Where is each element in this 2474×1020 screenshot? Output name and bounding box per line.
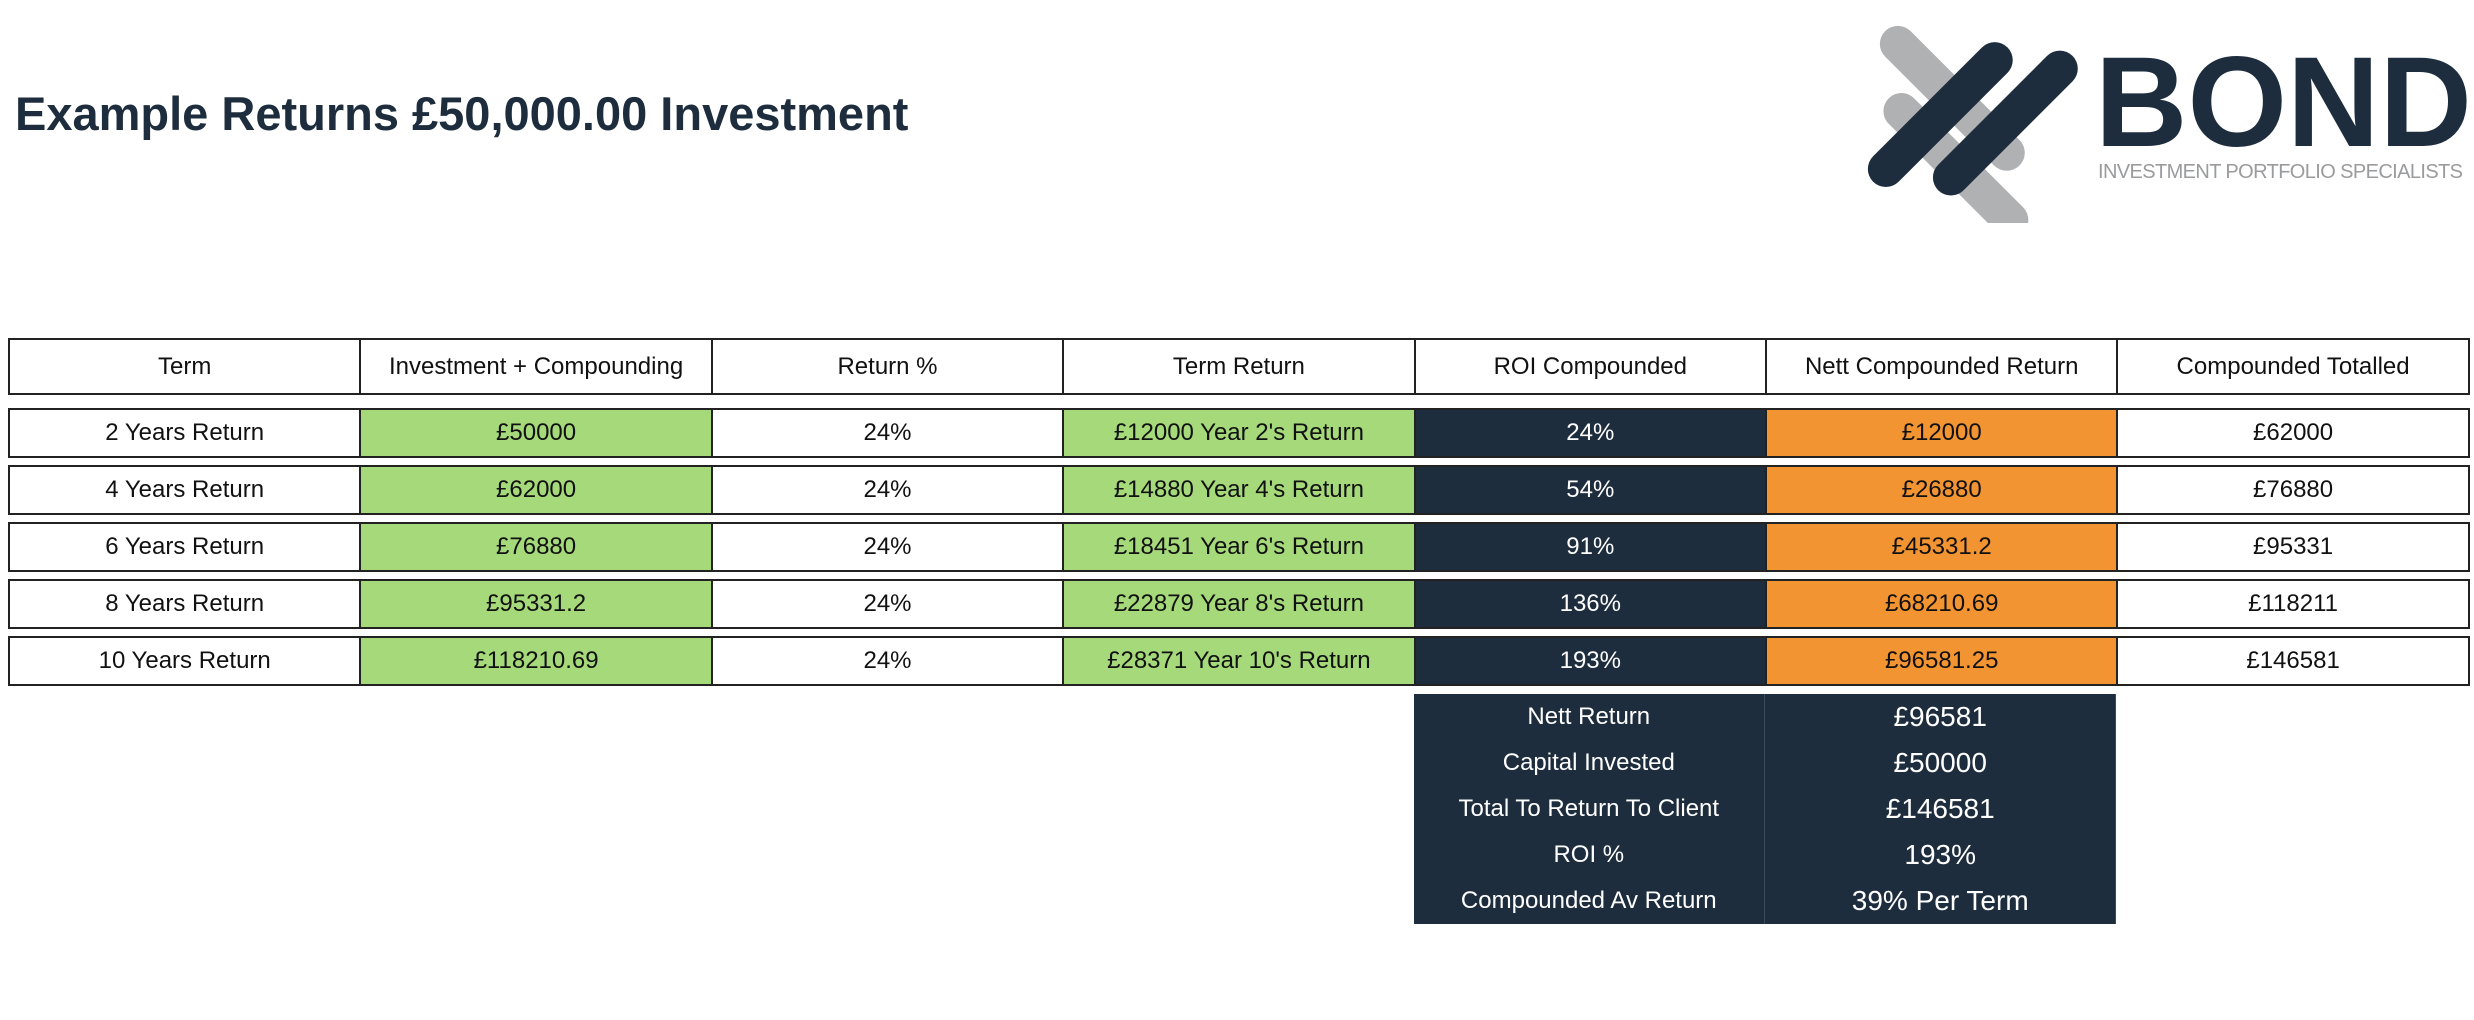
summary-label: Total To Return To Client [1413, 786, 1765, 832]
column-header: Investment + Compounding [359, 338, 713, 395]
table-cell: 8 Years Return [8, 579, 362, 629]
table-cell: £76880 [359, 522, 713, 572]
summary-value: £96581 [1765, 694, 2117, 740]
table-cell: £12000 [1765, 408, 2119, 458]
table-cell: £96581.25 [1765, 636, 2119, 686]
table-cell: 6 Years Return [8, 522, 362, 572]
table-cell: 193% [1413, 636, 1767, 686]
summary-label: Capital Invested [1413, 740, 1765, 786]
table-cell: £95331 [2116, 522, 2470, 572]
logo-tagline: INVESTMENT PORTFOLIO SPECIALISTS [2098, 161, 2463, 183]
column-header: Compounded Totalled [2116, 338, 2470, 395]
summary-value: £146581 [1765, 786, 2117, 832]
table-cell: £45331.2 [1765, 522, 2119, 572]
summary-value: 39% Per Term [1765, 878, 2117, 924]
column-header: Return % [710, 338, 1065, 395]
table-cell: 91% [1413, 522, 1767, 572]
table-cell: £62000 [359, 465, 713, 515]
table-cell: 54% [1413, 465, 1767, 515]
table-cell: 24% [710, 636, 1065, 686]
table-cell: £68210.69 [1765, 579, 2119, 629]
table-cell: £50000 [359, 408, 713, 458]
table-cell: 24% [710, 465, 1065, 515]
logo-name: BOND [2095, 31, 2470, 174]
table-cell: 2 Years Return [8, 408, 362, 458]
column-header: Term Return [1062, 338, 1416, 395]
table-cell: 4 Years Return [8, 465, 362, 515]
table-cell: £95331.2 [359, 579, 713, 629]
summary-label: Nett Return [1413, 694, 1765, 740]
column-header: Term [8, 338, 362, 395]
column-header: ROI Compounded [1413, 338, 1767, 395]
table-cell: 136% [1413, 579, 1767, 629]
summary-label: ROI % [1413, 832, 1765, 878]
table-cell: £26880 [1765, 465, 2119, 515]
table-cell: £14880 Year 4's Return [1062, 465, 1416, 515]
table-cell: £22879 Year 8's Return [1062, 579, 1416, 629]
logo-mark [1867, 25, 2078, 223]
table-cell: 24% [710, 522, 1065, 572]
table-cell: 24% [1413, 408, 1767, 458]
table-cell: 10 Years Return [8, 636, 362, 686]
table-cell: 24% [710, 408, 1065, 458]
table-cell: £12000 Year 2's Return [1062, 408, 1416, 458]
page-title: Example Returns £50,000.00 Investment [15, 87, 909, 140]
summary-value: £50000 [1765, 740, 2117, 786]
table-cell: £146581 [2116, 636, 2470, 686]
table-cell: 24% [710, 579, 1065, 629]
summary-label: Compounded Av Return [1413, 878, 1765, 924]
table-cell: £62000 [2116, 408, 2470, 458]
column-header: Nett Compounded Return [1765, 338, 2119, 395]
table-cell: £28371 Year 10's Return [1062, 636, 1416, 686]
table-cell: £118211 [2116, 579, 2470, 629]
table-cell: £76880 [2116, 465, 2470, 515]
table-cell: £18451 Year 6's Return [1062, 522, 1416, 572]
logo: BOND INVESTMENT PORTFOLIO SPECIALISTS [1867, 25, 2470, 223]
summary-value: 193% [1765, 832, 2117, 878]
table-cell: £118210.69 [359, 636, 713, 686]
